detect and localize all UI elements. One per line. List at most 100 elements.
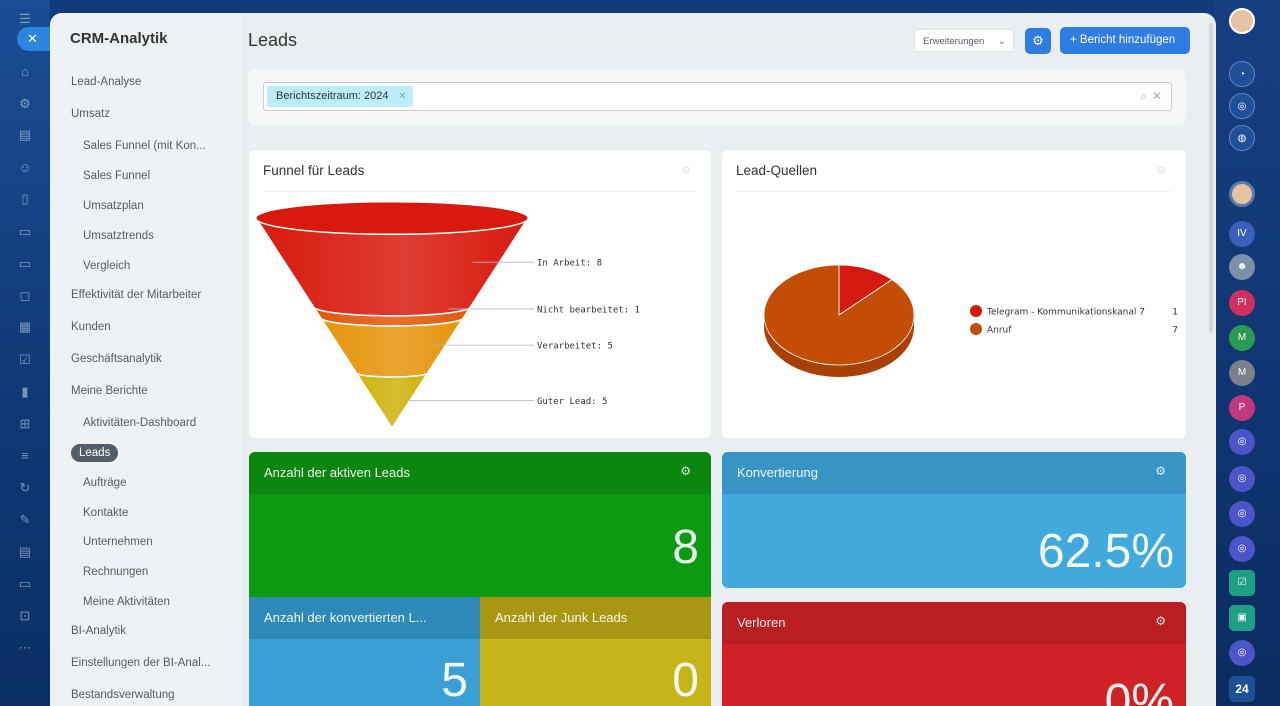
funnel-segment[interactable]	[355, 369, 429, 430]
gear-icon[interactable]: ⚙	[19, 96, 31, 111]
chat-channel-icon[interactable]: ◎	[1229, 429, 1255, 455]
funnel-label: In Arbeit: 8	[537, 259, 602, 269]
funnel-chart: In Arbeit: 8 Nicht bearbeitet: 1 Verarbeit…	[255, 201, 640, 430]
lost-widget: Verloren ⚙ 0%	[722, 602, 1186, 706]
sidebar-item[interactable]: Effektivität der Mitarbeiter	[71, 289, 202, 301]
gear-icon[interactable]: ⚙	[681, 165, 691, 177]
file-icon[interactable]: ▯	[21, 191, 29, 206]
search-chat-icon[interactable]: ◍	[1229, 125, 1255, 151]
lock-icon[interactable]: ▣	[1229, 605, 1255, 631]
sidebar-item[interactable]: BI-Analytik	[71, 625, 126, 637]
grid-icon[interactable]: ⊡	[19, 608, 31, 623]
sidebar-item[interactable]: Sales Funnel (mit Kon...	[83, 140, 206, 152]
sidebar-item[interactable]: Umsatzplan	[83, 200, 144, 212]
global-right-nav: ◔ ◎ ◍ IV ☻ PI M M P ◎ ◎ ◎ ◎ ☑ ▣ ◎ 24	[1214, 0, 1280, 706]
legend-label: Anruf	[987, 326, 1012, 336]
contact-avatar[interactable]: IV	[1229, 221, 1255, 247]
converted-leads-widget: Anzahl der konvertierten L... 5	[249, 597, 480, 706]
filter-icon[interactable]: ≡	[21, 448, 29, 463]
chat-channel-icon[interactable]: ◎	[1229, 640, 1255, 666]
gear-icon[interactable]: ⚙	[1155, 614, 1166, 628]
sidebar-item[interactable]: Aktivitäten-Dashboard	[83, 417, 197, 429]
box-icon[interactable]: ▭	[18, 576, 32, 591]
widget-value: 0	[672, 654, 699, 706]
chat-channel-icon[interactable]: ◎	[1229, 501, 1255, 527]
chevron-down-icon: ⌄	[997, 36, 1006, 47]
funnel-top	[255, 201, 529, 235]
document-icon[interactable]: ▤	[18, 127, 32, 142]
remove-tag-icon[interactable]: ✕	[398, 91, 407, 102]
edit-icon[interactable]: ✎	[19, 512, 31, 527]
contact-avatar[interactable]: P	[1229, 395, 1255, 421]
widget-value: 62.5%	[1037, 525, 1174, 578]
sidebar-item[interactable]: Umsatz	[71, 108, 110, 120]
chart-icon[interactable]: ▮	[21, 384, 29, 399]
funnel-widget: Funnel für Leads ⚙ In Arbeit: 8 Nicht bea…	[249, 150, 711, 438]
filter-bar: Berichtszeitraum: 2024 ✕ ⌕ ✕	[248, 69, 1186, 125]
sidebar-item[interactable]: Aufträge	[83, 477, 127, 489]
widget-title: Lead-Quellen	[736, 163, 818, 178]
home-icon[interactable]: ⌂	[21, 64, 29, 79]
close-slider-button[interactable]: ✕	[17, 27, 53, 51]
sidebar-item[interactable]: Sales Funnel	[83, 170, 151, 182]
bell-icon[interactable]: ◔	[1229, 61, 1255, 87]
bitrix24-icon[interactable]: 24	[1229, 676, 1255, 702]
checklist-icon[interactable]: ☑	[19, 352, 31, 367]
funnel-segment[interactable]	[319, 314, 465, 378]
sidebar-item[interactable]: Umsatztrends	[83, 230, 154, 242]
copilot-icon[interactable]: ◎	[1229, 93, 1255, 119]
contact-avatar[interactable]: PI	[1229, 290, 1255, 316]
clear-icon[interactable]: ✕	[1151, 89, 1162, 103]
legend-marker	[970, 323, 982, 335]
people-icon[interactable]: ☺	[18, 160, 32, 175]
contact-avatar[interactable]: M	[1229, 325, 1255, 351]
filter-tag[interactable]: Berichtszeitraum: 2024 ✕	[267, 86, 413, 107]
more-icon[interactable]: ⋯	[18, 640, 32, 655]
gear-icon[interactable]: ⚙	[680, 464, 691, 478]
sidebar-item[interactable]: Vergleich	[83, 260, 131, 272]
chat-icon[interactable]: ◻	[19, 288, 31, 303]
gear-icon[interactable]: ⚙	[1156, 165, 1166, 177]
sidebar-item[interactable]: Einstellungen der BI-Anal...	[71, 657, 211, 669]
filter-input[interactable]: Berichtszeitraum: 2024 ✕ ⌕ ✕	[263, 82, 1172, 111]
monitor-icon[interactable]: ▭	[18, 256, 32, 271]
sidebar-item[interactable]: Geschäftsanalytik	[71, 353, 162, 365]
sidebar-item[interactable]: Kontakte	[83, 507, 129, 519]
pie-slice[interactable]	[838, 264, 893, 316]
gear-icon[interactable]: ⚙	[1155, 464, 1166, 478]
task-icon[interactable]: ☑	[1229, 570, 1255, 596]
sidebar-item[interactable]: Unternehmen	[83, 536, 153, 548]
contact-avatar[interactable]: ☻	[1229, 254, 1255, 280]
menu-icon[interactable]: ☰	[19, 11, 31, 26]
tile-header	[249, 452, 711, 494]
sidebar-item[interactable]: Leads	[71, 444, 119, 462]
tile-header	[480, 597, 711, 639]
filter-tag-label: Berichtszeitraum: 2024	[276, 90, 389, 102]
cart-icon[interactable]: ⊞	[19, 416, 31, 431]
database-icon[interactable]: ▤	[18, 544, 32, 559]
card-icon[interactable]: ▭	[18, 224, 32, 239]
chat-channel-icon[interactable]: ◎	[1229, 536, 1255, 562]
sidebar-item[interactable]: Bestandsverwaltung	[71, 689, 175, 701]
contact-avatar[interactable]: M	[1229, 360, 1255, 386]
scrollbar[interactable]	[1209, 23, 1213, 333]
chat-channel-icon[interactable]: ◎	[1229, 466, 1255, 492]
sidebar-item[interactable]: Meine Berichte	[71, 385, 148, 397]
sidebar-item[interactable]: Kunden	[71, 321, 111, 333]
user-avatar[interactable]	[1229, 8, 1255, 34]
sidebar-item[interactable]: Meine Aktivitäten	[83, 596, 170, 608]
sidebar-item[interactable]: Rechnungen	[83, 566, 149, 578]
funnel-label: Verarbeitet: 5	[537, 342, 613, 352]
search-icon[interactable]: ⌕	[1140, 89, 1147, 103]
extensions-dropdown[interactable]: Erweiterungen ⌄	[914, 29, 1014, 52]
calendar-icon[interactable]: ▦	[18, 319, 32, 334]
sidebar-item[interactable]: Lead-Analyse	[71, 76, 142, 88]
widget-title: Anzahl der aktiven Leads	[264, 465, 410, 480]
widget-title: Anzahl der konvertierten L...	[264, 610, 427, 625]
settings-button[interactable]: ⚙	[1025, 28, 1051, 54]
refresh-icon[interactable]: ↻	[19, 480, 31, 495]
contact-avatar[interactable]	[1229, 181, 1255, 207]
legend-marker	[970, 305, 982, 317]
add-report-button[interactable]: + Bericht hinzufügen	[1060, 27, 1190, 54]
pie-slice[interactable]	[763, 264, 915, 366]
